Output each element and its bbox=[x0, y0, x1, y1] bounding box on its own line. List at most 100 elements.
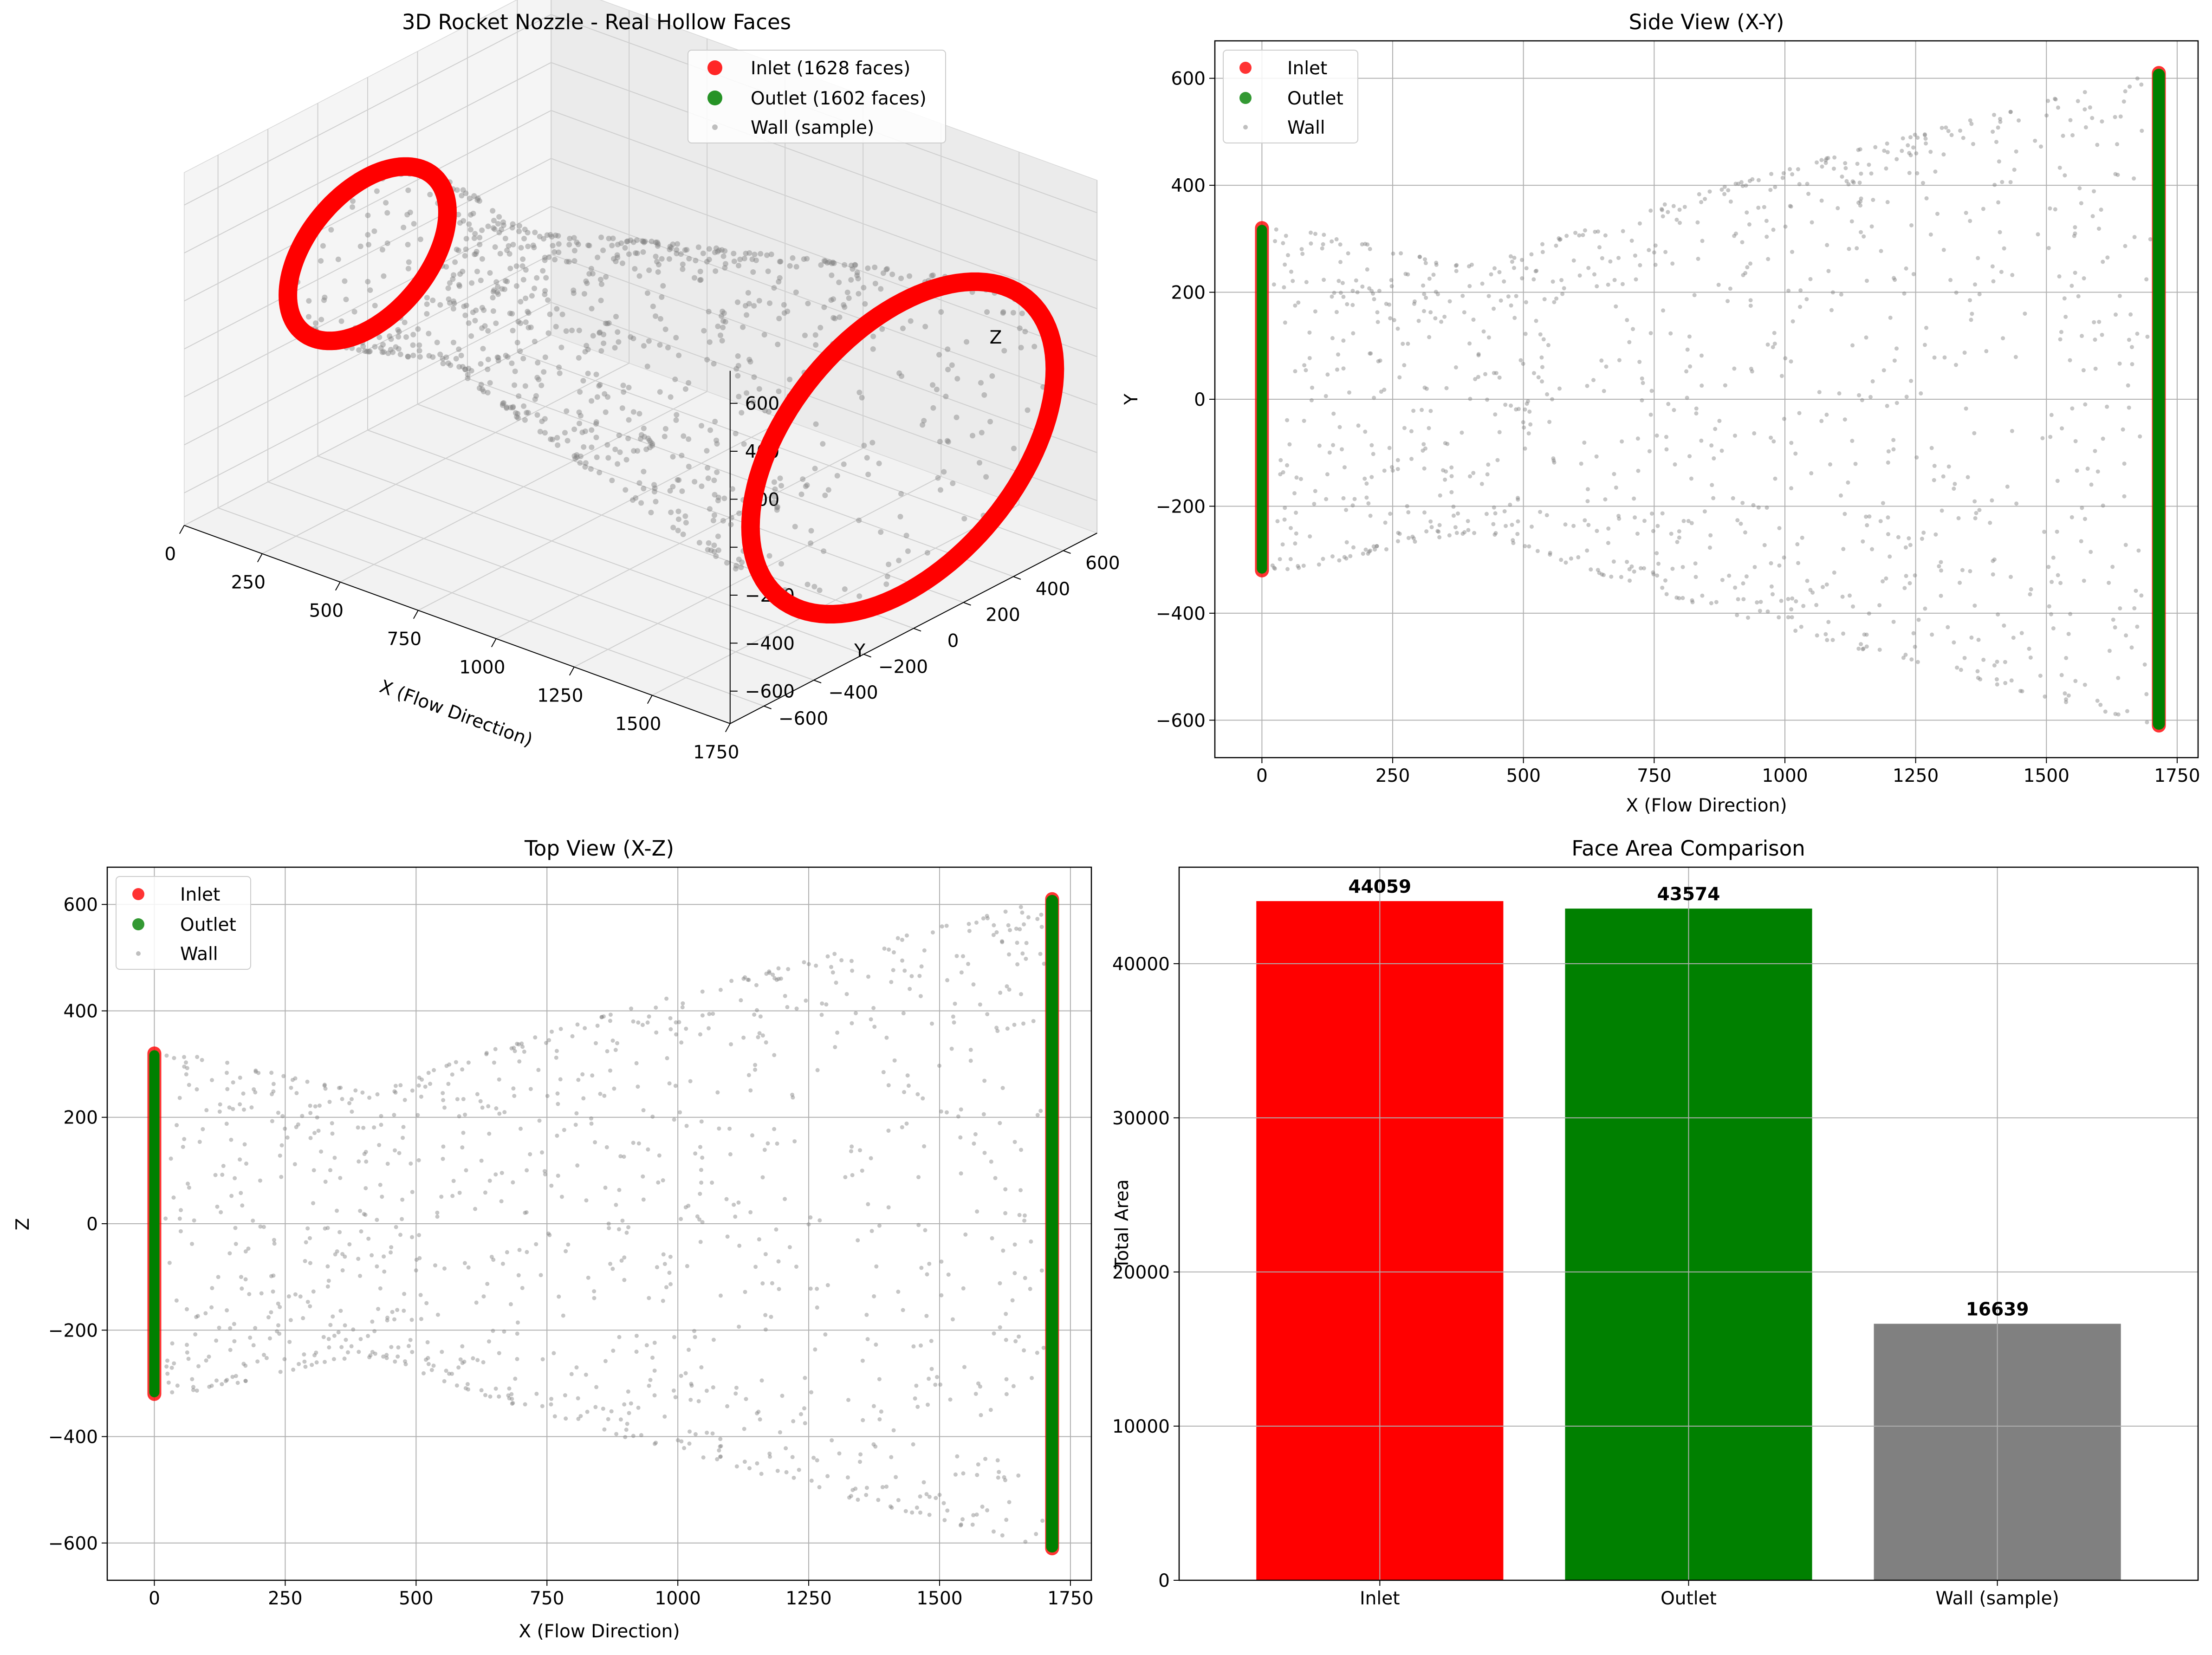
wall-point bbox=[1654, 551, 1659, 556]
wall-point bbox=[1976, 675, 1980, 680]
wall-point-3d bbox=[502, 235, 508, 241]
wall-point bbox=[2101, 436, 2105, 441]
y-tick-label: 40000 bbox=[1112, 954, 1170, 975]
wall-point-3d bbox=[396, 334, 402, 340]
wall-point bbox=[682, 1446, 687, 1450]
wall-point bbox=[466, 1387, 471, 1392]
wall-point bbox=[1492, 266, 1497, 271]
wall-point bbox=[725, 1404, 730, 1408]
wall-point bbox=[584, 1198, 589, 1203]
wall-point bbox=[1435, 292, 1440, 297]
wall-point bbox=[1554, 296, 1559, 301]
legend-label-outlet: Outlet (1602 faces) bbox=[751, 88, 927, 109]
wall-point bbox=[1517, 407, 1521, 411]
wall-point-3d bbox=[793, 264, 799, 270]
wall-point bbox=[1480, 281, 1485, 286]
wall-point-3d bbox=[557, 370, 563, 376]
wall-point bbox=[994, 930, 999, 935]
wall-point bbox=[1338, 291, 1343, 295]
wall-point-3d bbox=[722, 248, 728, 254]
wall-point bbox=[601, 1014, 606, 1019]
wall-point bbox=[757, 1237, 761, 1242]
wall-point bbox=[692, 1329, 696, 1333]
wall-point-3d bbox=[577, 454, 584, 460]
wall-point bbox=[661, 1252, 666, 1257]
wall-point bbox=[1620, 282, 1625, 286]
wall-point bbox=[1771, 439, 1776, 444]
wall-point bbox=[512, 1049, 517, 1053]
wall-point-3d bbox=[848, 262, 854, 268]
wall-point bbox=[1855, 246, 1859, 251]
wall-point bbox=[540, 1357, 545, 1362]
wall-point-3d bbox=[451, 298, 457, 304]
wall-point bbox=[2060, 426, 2064, 431]
wall-point bbox=[2090, 214, 2095, 219]
wall-point bbox=[1585, 487, 1590, 492]
wall-point bbox=[1309, 230, 1313, 235]
wall-point bbox=[1004, 1392, 1009, 1396]
wall-point bbox=[1508, 254, 1513, 259]
wall-point bbox=[958, 1523, 963, 1528]
y-tick-label: 200 bbox=[986, 605, 1020, 626]
wall-point bbox=[1789, 359, 1793, 364]
wall-point bbox=[686, 1203, 691, 1208]
wall-point bbox=[543, 1172, 547, 1177]
wall-point-3d bbox=[655, 241, 661, 247]
wall-point-3d bbox=[586, 243, 592, 249]
wall-point bbox=[364, 1159, 369, 1164]
wall-point-3d bbox=[598, 234, 604, 240]
wall-point-3d bbox=[655, 269, 661, 275]
wall-point-3d bbox=[705, 547, 711, 553]
wall-point bbox=[2082, 90, 2087, 94]
wall-point bbox=[1994, 677, 1999, 681]
wall-point-3d bbox=[517, 348, 523, 354]
wall-point bbox=[1806, 192, 1811, 196]
wall-point-3d bbox=[715, 498, 721, 504]
wall-point bbox=[877, 1377, 882, 1382]
wall-point bbox=[901, 1011, 906, 1016]
wall-point-3d bbox=[1000, 309, 1006, 315]
wall-point bbox=[491, 1329, 495, 1333]
wall-point bbox=[888, 1504, 893, 1509]
wall-point bbox=[1728, 286, 1732, 291]
wall-point bbox=[1020, 951, 1025, 956]
wall-point bbox=[1510, 260, 1514, 264]
x-tick-label: 750 bbox=[530, 1588, 564, 1609]
wall-point bbox=[705, 1430, 709, 1435]
wall-point bbox=[1571, 258, 1576, 263]
wall-point bbox=[1984, 349, 1989, 353]
wall-point-3d bbox=[846, 295, 852, 301]
wall-point bbox=[746, 978, 751, 982]
wall-point bbox=[849, 1149, 853, 1154]
wall-point bbox=[1345, 302, 1349, 306]
wall-point bbox=[1302, 419, 1306, 423]
wall-point bbox=[2097, 319, 2102, 324]
wall-point bbox=[515, 1357, 519, 1362]
wall-point bbox=[462, 1261, 467, 1266]
wall-point bbox=[1274, 227, 1278, 232]
wall-point bbox=[1462, 310, 1466, 315]
wall-point-3d bbox=[530, 242, 536, 248]
wall-point-3d bbox=[500, 400, 506, 406]
wall-point-3d bbox=[719, 247, 725, 253]
wall-point-3d bbox=[970, 433, 976, 439]
wall-point bbox=[1282, 517, 1287, 522]
wall-point bbox=[1939, 593, 1943, 598]
wall-point bbox=[393, 1090, 398, 1095]
wall-point-3d bbox=[634, 250, 640, 256]
wall-point bbox=[1808, 277, 1813, 281]
wall-point bbox=[648, 1378, 653, 1382]
wall-point bbox=[1648, 208, 1653, 213]
wall-point bbox=[1913, 573, 1917, 578]
wall-point bbox=[2121, 99, 2126, 104]
wall-point-3d bbox=[811, 584, 817, 590]
wall-point bbox=[1652, 250, 1656, 255]
y-tick-label: 0 bbox=[947, 631, 959, 652]
wall-point bbox=[1940, 508, 1944, 513]
wall-point-3d bbox=[841, 302, 847, 308]
wall-point-3d bbox=[571, 426, 577, 432]
wall-point-3d bbox=[626, 251, 632, 257]
wall-point bbox=[302, 1352, 306, 1357]
wall-point bbox=[419, 1317, 423, 1321]
